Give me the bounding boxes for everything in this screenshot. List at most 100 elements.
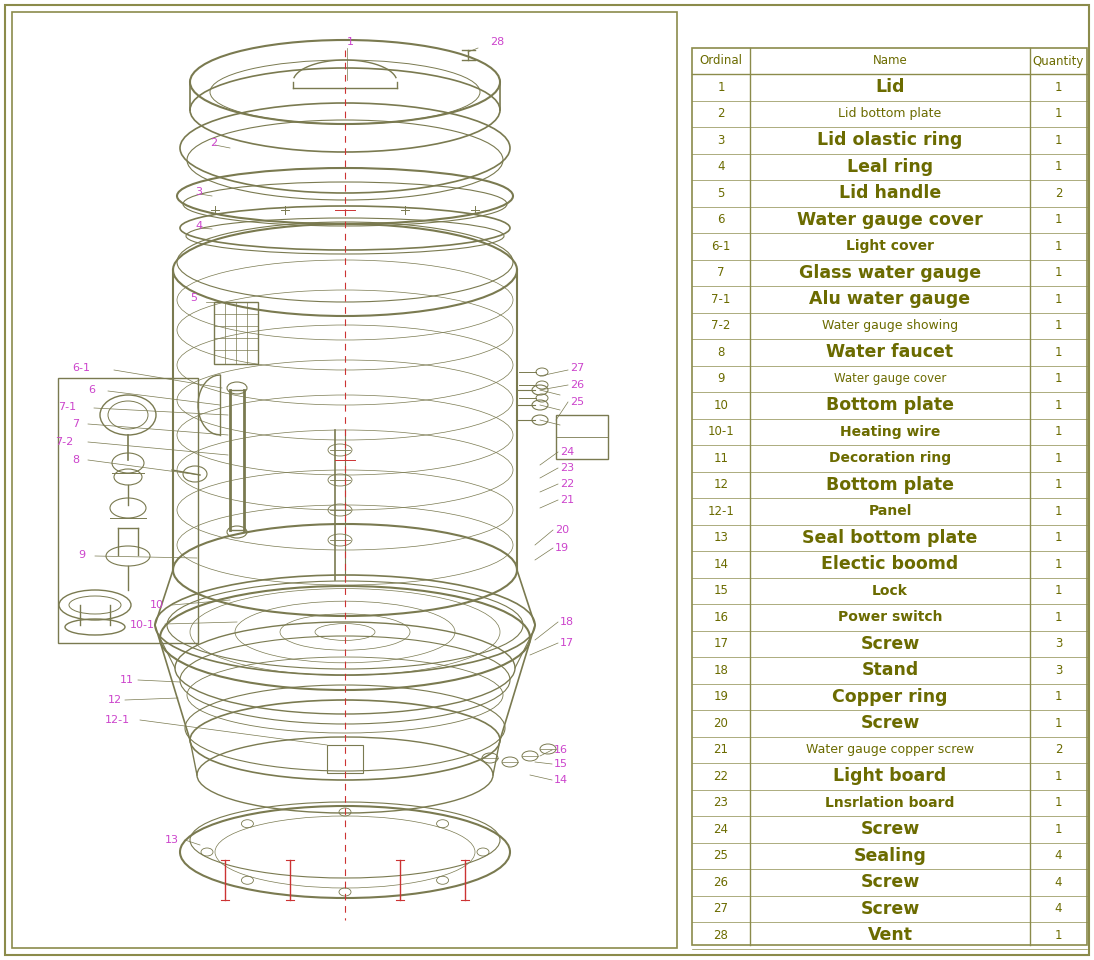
Text: 1: 1: [1055, 505, 1062, 517]
Text: 16: 16: [713, 611, 729, 624]
Text: 18: 18: [713, 663, 729, 677]
Bar: [556, 415, 608, 459]
Text: 1: 1: [1055, 293, 1062, 305]
Text: 19: 19: [713, 690, 729, 704]
Text: Alu water gauge: Alu water gauge: [810, 290, 970, 308]
Text: Decoration ring: Decoration ring: [829, 451, 951, 466]
Text: Lid: Lid: [875, 79, 905, 96]
Text: 10-1: 10-1: [708, 425, 734, 439]
Text: 21: 21: [560, 495, 574, 505]
Text: 1: 1: [1055, 690, 1062, 704]
Bar: [327, 745, 363, 773]
Text: 1: 1: [1055, 240, 1062, 252]
Text: 11: 11: [120, 675, 133, 685]
Text: 14: 14: [554, 775, 568, 785]
Text: Water gauge cover: Water gauge cover: [798, 211, 982, 228]
Text: Ordinal: Ordinal: [699, 55, 743, 67]
Text: 24: 24: [713, 823, 729, 836]
Text: Seal bottom plate: Seal bottom plate: [802, 529, 978, 547]
Text: 7-2: 7-2: [55, 437, 73, 447]
Text: 1: 1: [347, 37, 354, 47]
Text: Quantity: Quantity: [1033, 55, 1084, 67]
Text: 8: 8: [72, 455, 79, 465]
Text: 1: 1: [1055, 478, 1062, 492]
Text: 14: 14: [713, 558, 729, 571]
Text: 7-2: 7-2: [711, 320, 731, 332]
Text: Light cover: Light cover: [846, 239, 934, 253]
Text: 8: 8: [718, 346, 724, 359]
Text: 1: 1: [1055, 372, 1062, 385]
Text: 19: 19: [555, 543, 569, 553]
Text: 1: 1: [1055, 558, 1062, 571]
Text: Screw: Screw: [860, 714, 920, 732]
Text: 25: 25: [713, 850, 729, 862]
Text: 26: 26: [713, 876, 729, 889]
Text: Lock: Lock: [872, 584, 908, 598]
Text: 28: 28: [713, 928, 729, 942]
Text: Water faucet: Water faucet: [826, 344, 954, 361]
Text: 4: 4: [718, 160, 724, 173]
Text: 2: 2: [718, 108, 724, 120]
Text: 4: 4: [1055, 902, 1062, 915]
Text: 12-1: 12-1: [105, 715, 130, 725]
Text: 23: 23: [560, 463, 574, 473]
Text: 15: 15: [554, 759, 568, 769]
Text: Lid olastic ring: Lid olastic ring: [817, 132, 963, 149]
Text: 5: 5: [718, 187, 724, 200]
Text: 18: 18: [560, 617, 574, 627]
Text: 7-1: 7-1: [58, 402, 77, 412]
Text: Heating wire: Heating wire: [840, 424, 940, 439]
Text: 12: 12: [713, 478, 729, 492]
Text: Lnsrlation board: Lnsrlation board: [825, 796, 955, 809]
Text: 12: 12: [108, 695, 123, 705]
Text: 1: 1: [1055, 398, 1062, 412]
Text: 6-1: 6-1: [72, 363, 90, 373]
Text: Light board: Light board: [834, 767, 946, 785]
Text: 1: 1: [1055, 531, 1062, 544]
Text: 1: 1: [1055, 213, 1062, 227]
Text: Electic boomd: Electic boomd: [822, 555, 958, 573]
Text: Panel: Panel: [869, 504, 911, 518]
Text: 4: 4: [1055, 850, 1062, 862]
Text: Vent: Vent: [868, 926, 912, 945]
Text: Screw: Screw: [860, 635, 920, 653]
Text: 3: 3: [195, 187, 202, 197]
Text: 15: 15: [713, 585, 729, 597]
Bar: [58, 378, 198, 643]
Text: 6: 6: [88, 385, 95, 395]
Text: 1: 1: [1055, 796, 1062, 809]
Text: Copper ring: Copper ring: [833, 687, 947, 706]
Text: Name: Name: [873, 55, 907, 67]
Text: 2: 2: [1055, 187, 1062, 200]
Text: 20: 20: [713, 717, 729, 730]
Text: 3: 3: [718, 133, 724, 147]
Text: 10: 10: [150, 600, 164, 610]
Text: 16: 16: [554, 745, 568, 755]
Text: 26: 26: [570, 380, 584, 390]
Bar: [12, 12, 677, 948]
Text: 5: 5: [190, 293, 197, 303]
Text: 21: 21: [713, 743, 729, 756]
Text: 22: 22: [713, 770, 729, 782]
Text: Screw: Screw: [860, 820, 920, 838]
Text: Glass water gauge: Glass water gauge: [799, 264, 981, 281]
Text: 28: 28: [490, 37, 504, 47]
Text: Water gauge showing: Water gauge showing: [822, 320, 958, 332]
Text: 10-1: 10-1: [130, 620, 155, 630]
Text: Power switch: Power switch: [838, 611, 942, 624]
Text: 7: 7: [72, 419, 79, 429]
Text: 17: 17: [560, 638, 574, 648]
Text: 22: 22: [560, 479, 574, 489]
Bar: [693, 48, 1087, 945]
Text: 2: 2: [210, 138, 217, 148]
Text: 1: 1: [1055, 160, 1062, 173]
Text: 2: 2: [1055, 743, 1062, 756]
Text: 10: 10: [713, 398, 729, 412]
Text: Bottom plate: Bottom plate: [826, 396, 954, 415]
Text: 1: 1: [1055, 81, 1062, 94]
Text: 6: 6: [718, 213, 724, 227]
Text: Screw: Screw: [860, 900, 920, 918]
Text: 1: 1: [1055, 770, 1062, 782]
Text: 1: 1: [1055, 133, 1062, 147]
Text: 4: 4: [195, 221, 202, 231]
